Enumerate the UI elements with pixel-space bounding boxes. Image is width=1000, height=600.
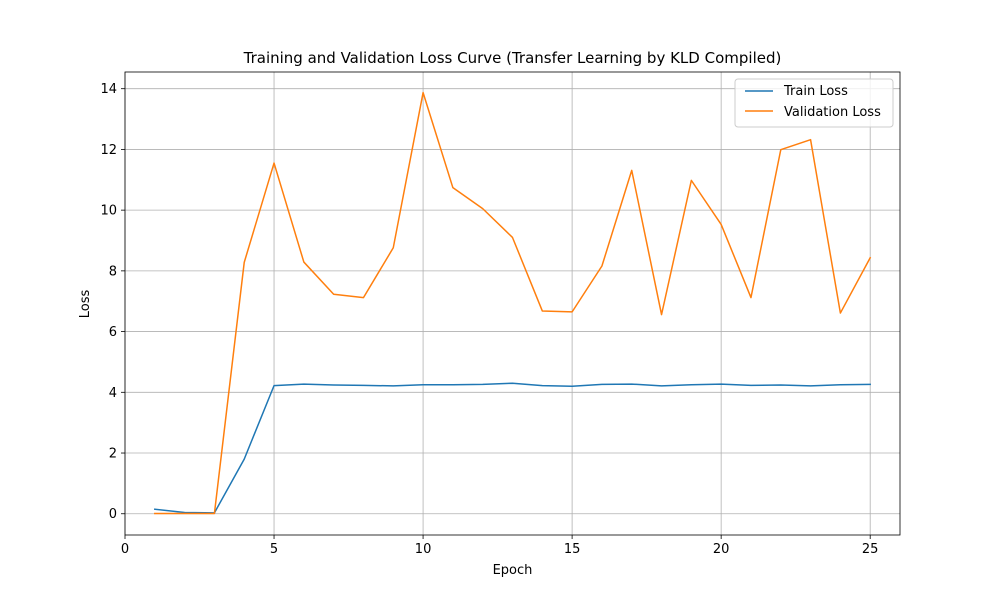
x-tick-label: 25 [862,542,879,557]
series-line-validation-loss [154,91,872,515]
x-axis-label: Epoch [493,563,533,578]
legend-label-validation-loss: Validation Loss [784,105,881,120]
x-tick-label: 5 [270,542,278,557]
ticks: 0 5 10 15 20 25 0 2 4 6 8 10 12 14 [100,82,878,557]
axes-frame [124,71,901,536]
x-tick-label: 20 [713,542,730,557]
series-lines [153,91,872,515]
y-tick-label: 8 [109,264,117,279]
x-tick-label: 10 [415,542,432,557]
legend: Train Loss Validation Loss [734,78,894,128]
grid [124,72,900,535]
y-axis-label: Loss [78,290,93,319]
legend-frame [734,78,894,128]
series-line-train-loss [153,382,871,514]
chart-title: Training and Validation Loss Curve (Tran… [243,49,782,67]
y-tick-label: 0 [109,507,117,522]
y-tick-label: 6 [109,325,117,340]
y-tick-label: 10 [100,204,117,219]
x-tick-label: 15 [564,542,581,557]
x-tick-label: 0 [121,542,129,557]
y-tick-label: 2 [109,447,117,462]
legend-label-train-loss: Train Loss [783,84,848,99]
y-tick-label: 4 [109,386,117,401]
y-tick-label: 12 [100,143,117,158]
y-tick-label: 14 [100,82,117,97]
